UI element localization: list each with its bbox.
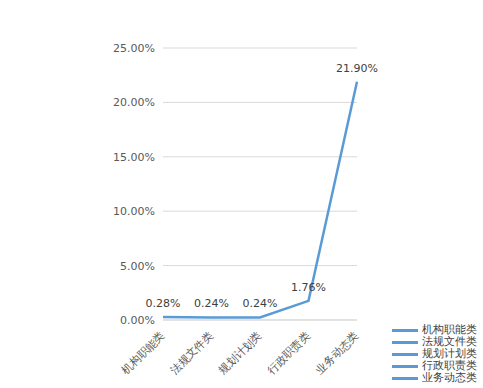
svg-text:1.76%: 1.76% [291, 281, 326, 294]
svg-text:行政职责类: 行政职责类 [265, 329, 313, 377]
svg-text:业务动态类: 业务动态类 [313, 329, 361, 377]
svg-text:0.24%: 0.24% [243, 297, 278, 310]
svg-text:0.00%: 0.00% [120, 314, 155, 327]
svg-text:机构职能类: 机构职能类 [119, 329, 167, 377]
svg-text:15.00%: 15.00% [113, 151, 155, 164]
svg-text:20.00%: 20.00% [113, 96, 155, 109]
html-text:规划计划类: 规划计划类 [422, 347, 477, 360]
html-text:业务动态类: 业务动态类 [422, 371, 477, 384]
svg-text:10.00%: 10.00% [113, 205, 155, 218]
html-text:行政职责类: 行政职责类 [422, 359, 477, 372]
svg-text:法规文件类: 法规文件类 [168, 329, 216, 377]
svg-text:25.00%: 25.00% [113, 42, 155, 55]
html-text:机构职能类: 机构职能类 [422, 323, 477, 336]
svg-text:规划计划类: 规划计划类 [216, 329, 264, 377]
svg-text:0.28%: 0.28% [146, 297, 181, 310]
svg-text:21.90%: 21.90% [336, 62, 378, 75]
svg-text:0.24%: 0.24% [194, 297, 229, 310]
html-text:法规文件类: 法规文件类 [422, 335, 477, 348]
svg-text:5.00%: 5.00% [120, 260, 155, 273]
